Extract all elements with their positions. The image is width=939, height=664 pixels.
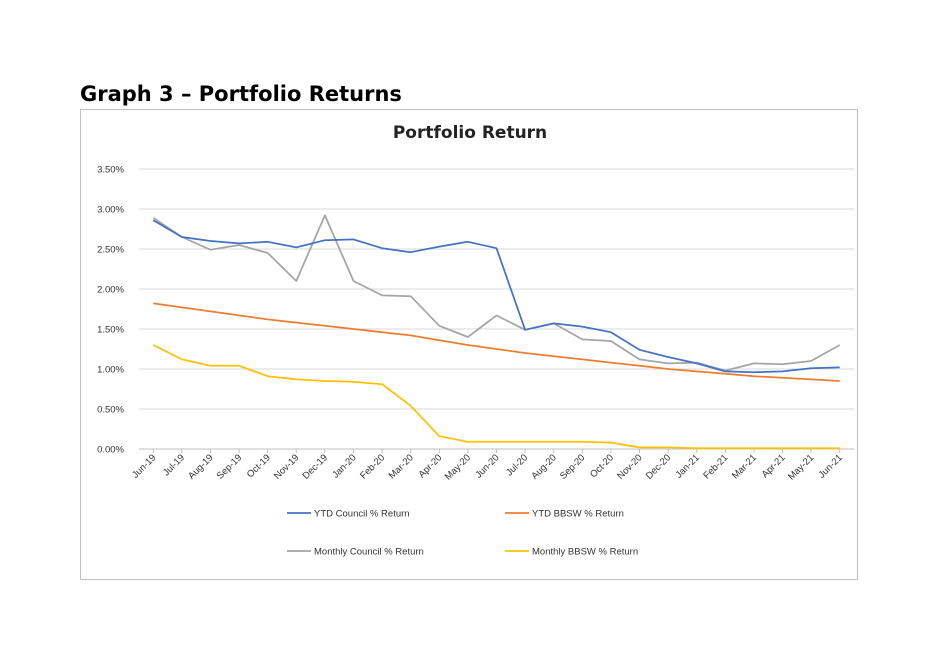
- x-tick-label: Nov-19: [272, 452, 301, 481]
- y-tick-label: 2.50%: [97, 245, 124, 256]
- legend-label: YTD BBSW % Return: [532, 509, 624, 520]
- x-tick-label: Jan-20: [330, 452, 358, 480]
- series-line-0: [152, 219, 840, 374]
- x-tick-label: Oct-20: [588, 452, 616, 480]
- x-tick-label: Jun-21: [816, 452, 844, 480]
- x-tick-label: Jul-19: [161, 452, 187, 478]
- chart-title: Portfolio Return: [393, 123, 547, 143]
- x-tick-label: May-21: [786, 452, 816, 482]
- y-tick-label: 0.00%: [97, 445, 124, 456]
- x-tick-label: Jun-19: [130, 452, 158, 480]
- y-tick-label: 0.50%: [97, 405, 124, 416]
- x-tick-label: Jul-20: [504, 452, 530, 478]
- portfolio-return-chart: Portfolio Return 0.00% 0.50% 1.00% 1.50% 2.0…: [97, 123, 854, 558]
- page-heading: Graph 3 – Portfolio Returns: [80, 82, 402, 106]
- x-tick-label: Nov-20: [615, 452, 644, 481]
- x-tick-label: Oct-19: [245, 452, 273, 480]
- legend-label: Monthly Council % Return: [314, 547, 424, 558]
- x-tick-label: Jan-21: [673, 452, 701, 480]
- x-tick-label: Jun-20: [473, 452, 501, 480]
- x-tick-label: Dec-19: [301, 452, 330, 481]
- x-tick-label: Sep-20: [558, 452, 587, 481]
- x-tick-label: May-20: [443, 452, 473, 482]
- x-tick-label: Aug-20: [529, 452, 558, 481]
- y-tick-label: 1.00%: [97, 365, 124, 376]
- y-tick-label: 3.00%: [97, 205, 124, 216]
- x-tick-label: Dec-20: [644, 452, 673, 481]
- x-tick-label: Feb-21: [701, 452, 730, 481]
- series-line-1: [153, 302, 840, 382]
- x-tick-label: Mar-20: [387, 452, 416, 481]
- series-line-2: [152, 214, 841, 372]
- x-tick-label: Mar-21: [730, 452, 759, 481]
- legend-label: YTD Council % Return: [314, 509, 410, 520]
- y-tick-label: 1.50%: [97, 325, 124, 336]
- y-tick-label: 2.00%: [97, 285, 124, 296]
- legend-label: Monthly BBSW % Return: [532, 547, 638, 558]
- x-tick-label: Sep-19: [215, 452, 244, 481]
- x-tick-label: Feb-20: [358, 452, 387, 481]
- series-line-3: [152, 344, 840, 450]
- x-tick-label: Apr-21: [760, 452, 788, 480]
- x-tick-label: Apr-20: [416, 452, 444, 480]
- chart-area: Portfolio Return 0.00% 0.50% 1.00% 1.50% 2.0…: [80, 109, 858, 580]
- x-tick-label: Aug-19: [186, 452, 215, 481]
- y-tick-label: 3.50%: [97, 165, 124, 176]
